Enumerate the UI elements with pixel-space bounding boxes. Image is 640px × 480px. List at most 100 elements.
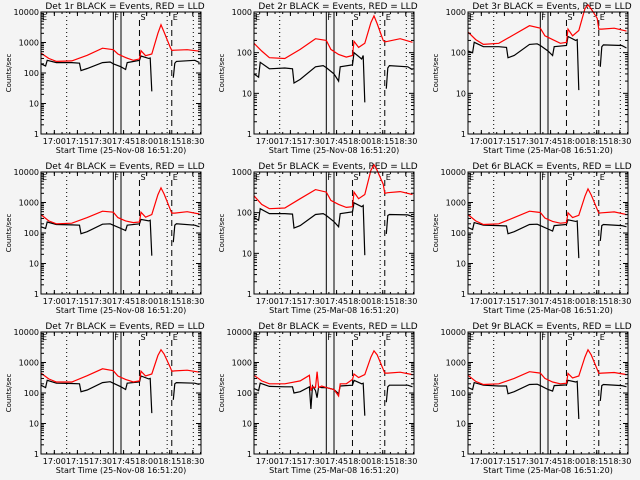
panel-title: Det 1r BLACK = Events, RED = LLD bbox=[45, 2, 204, 12]
y-tick-label: 1 bbox=[461, 130, 466, 139]
y-tick-label: 1000 bbox=[19, 199, 39, 208]
y-tick-label: 1 bbox=[247, 290, 252, 299]
x-tick-label: 17:45 bbox=[112, 457, 135, 466]
y-tick-label: 10 bbox=[29, 260, 39, 269]
plot-frame bbox=[253, 11, 415, 135]
series-lld-line bbox=[253, 14, 413, 60]
x-tick-label: 17:30 bbox=[302, 137, 325, 146]
x-tick-label: 17:15 bbox=[493, 297, 516, 306]
y-tick-label: 100 bbox=[451, 49, 466, 58]
y-tick-label: 1000 bbox=[19, 359, 39, 368]
x-tick-label: 18:30 bbox=[608, 137, 631, 146]
x-tick-label: 17:30 bbox=[89, 297, 112, 306]
marker-label-f: F bbox=[541, 333, 546, 342]
series-lld-line bbox=[467, 187, 627, 226]
marker-label-e: E bbox=[42, 13, 47, 22]
x-tick-label: 17:45 bbox=[325, 297, 348, 306]
marker-label-e: E bbox=[255, 13, 260, 22]
y-axis-label: Counts/sec bbox=[218, 214, 226, 253]
y-axis-label: Counts/sec bbox=[5, 214, 13, 253]
marker-label-f: F bbox=[541, 13, 546, 22]
y-axis-label: Counts/sec bbox=[5, 54, 13, 93]
y-tick-label: 10 bbox=[242, 420, 252, 429]
y-tick-label: 10000 bbox=[14, 8, 39, 17]
y-tick-label: 10 bbox=[456, 89, 466, 98]
y-tick-label: 100 bbox=[237, 209, 252, 218]
panel-title: Det 4r BLACK = Events, RED = LLD bbox=[45, 162, 204, 172]
x-tick-label: 18:00 bbox=[348, 457, 371, 466]
x-tick-label: 18:30 bbox=[394, 457, 417, 466]
x-tick-label: 18:30 bbox=[181, 457, 204, 466]
x-tick-label: 18:00 bbox=[135, 137, 158, 146]
y-tick-label: 100 bbox=[237, 389, 252, 398]
marker-label-e: E bbox=[173, 13, 178, 22]
x-tick-label: 17:15 bbox=[279, 297, 302, 306]
series-events-line bbox=[253, 379, 413, 416]
x-tick-label: 17:00 bbox=[256, 137, 279, 146]
x-tick-label: 18:15 bbox=[585, 457, 608, 466]
marker-label-s: S bbox=[140, 333, 145, 342]
y-tick-label: 1 bbox=[461, 450, 466, 459]
x-tick-label: 18:15 bbox=[371, 457, 394, 466]
y-tick-label: 10 bbox=[242, 249, 252, 258]
x-tick-label: 18:00 bbox=[135, 297, 158, 306]
marker-label-e: E bbox=[42, 333, 47, 342]
series-lld-line bbox=[40, 186, 200, 225]
x-tick-label: 17:15 bbox=[279, 457, 302, 466]
x-tick-label: 18:15 bbox=[371, 297, 394, 306]
x-tick-label: 17:00 bbox=[43, 297, 66, 306]
x-tick-label: 18:30 bbox=[181, 137, 204, 146]
marker-label-e: E bbox=[469, 333, 474, 342]
y-tick-label: 1 bbox=[247, 130, 252, 139]
marker-label-e: E bbox=[600, 13, 605, 22]
x-tick-label: 18:15 bbox=[158, 297, 181, 306]
marker-label-e: E bbox=[386, 13, 391, 22]
marker-label-e: E bbox=[173, 173, 178, 182]
y-tick-label: 1000 bbox=[446, 359, 466, 368]
y-tick-label: 1 bbox=[34, 130, 39, 139]
x-axis-label: Start Time (25-Nov-08 16:51:20) bbox=[56, 306, 186, 315]
marker-label-e: E bbox=[600, 333, 605, 342]
x-tick-label: 17:30 bbox=[302, 457, 325, 466]
y-tick-label: 10 bbox=[29, 420, 39, 429]
series-lld-line bbox=[467, 348, 627, 386]
x-tick-label: 18:00 bbox=[348, 137, 371, 146]
marker-label-e: E bbox=[469, 173, 474, 182]
plot-frame bbox=[253, 171, 415, 295]
marker-label-f: F bbox=[114, 173, 119, 182]
x-tick-label: 17:15 bbox=[493, 457, 516, 466]
marker-label-e: E bbox=[469, 13, 474, 22]
marker-label-s: S bbox=[567, 173, 572, 182]
panel-title: Det 7r BLACK = Events, RED = LLD bbox=[45, 322, 204, 332]
y-tick-label: 100 bbox=[24, 229, 39, 238]
x-tick-label: 17:45 bbox=[539, 297, 562, 306]
y-tick-label: 1000 bbox=[446, 8, 466, 17]
marker-label-e: E bbox=[255, 173, 260, 182]
x-axis-label: Start Time (25-Mar-08 16:51:20) bbox=[483, 306, 613, 315]
x-tick-label: 17:45 bbox=[539, 137, 562, 146]
x-tick-label: 18:15 bbox=[585, 297, 608, 306]
y-axis-label: Counts/sec bbox=[432, 374, 440, 413]
marker-label-f: F bbox=[327, 173, 332, 182]
x-tick-label: 17:15 bbox=[493, 137, 516, 146]
x-tick-label: 17:45 bbox=[539, 457, 562, 466]
marker-label-s: S bbox=[567, 13, 572, 22]
x-tick-label: 18:00 bbox=[348, 297, 371, 306]
x-tick-label: 18:15 bbox=[585, 137, 608, 146]
x-tick-label: 17:00 bbox=[43, 137, 66, 146]
marker-label-s: S bbox=[353, 13, 358, 22]
x-tick-label: 18:00 bbox=[562, 297, 585, 306]
y-tick-label: 1000 bbox=[232, 168, 252, 177]
y-tick-label: 10000 bbox=[441, 328, 466, 337]
x-tick-label: 17:30 bbox=[516, 137, 539, 146]
x-tick-label: 18:15 bbox=[158, 137, 181, 146]
x-axis-label: Start Time (25-Mar-08 16:51:20) bbox=[483, 146, 613, 155]
y-tick-label: 1000 bbox=[232, 8, 252, 17]
plot-frame bbox=[467, 11, 629, 135]
panel-title: Det 6r BLACK = Events, RED = LLD bbox=[472, 162, 631, 172]
x-tick-label: 18:15 bbox=[371, 137, 394, 146]
x-axis-label: Start Time (25-Mar-08 16:51:20) bbox=[483, 466, 613, 475]
